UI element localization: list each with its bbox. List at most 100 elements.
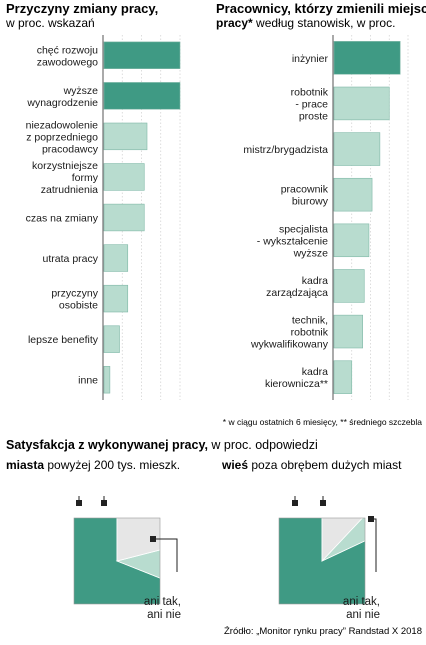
category-label: wyższe wynagrodzenie: [26, 85, 98, 109]
bar: [333, 269, 365, 303]
category-label-line: lepsze benefity: [28, 334, 99, 346]
pie-marker: [101, 500, 107, 506]
category-label-line: wynagrodzenie: [26, 97, 98, 109]
pie-marker: [320, 500, 326, 506]
village-pie-chart: ani tak, ani nie: [278, 496, 380, 621]
category-label-line: chęć rozwoju: [37, 44, 98, 56]
pie-label-line: ani tak,: [144, 596, 181, 608]
category-label-line: mistrz/brygadzista: [243, 144, 328, 156]
category-label: pracownik biurowy: [281, 184, 329, 208]
category-label-line: robotnik: [291, 327, 329, 339]
category-label-line: pracodawcy: [42, 143, 99, 155]
village-pie-title: wieś: [221, 458, 248, 472]
category-label-line: inżynier: [292, 53, 329, 65]
pie-marker: [292, 500, 298, 506]
pie-slice: [115, 549, 160, 579]
category-label-line: formy: [72, 172, 99, 184]
category-label: czas na zmiany: [26, 213, 99, 225]
bar: [103, 122, 148, 151]
category-label: mistrz/brygadzista: [243, 144, 328, 156]
bar: [103, 41, 181, 69]
category-label: robotnik - prace proste: [291, 86, 329, 122]
category-label-line: biurowy: [292, 196, 329, 208]
category-label-line: z poprzedniego: [26, 131, 98, 143]
category-label-line: utrata pracy: [43, 253, 99, 265]
category-label-line: wykwalifikowany: [250, 339, 329, 351]
category-label: technik, robotnik wykwalifikowany: [250, 315, 329, 351]
left-chart-title: Przyczyny zmiany pracy,: [6, 1, 158, 16]
category-label: lepsze benefity: [28, 334, 99, 346]
pie-label: ani tak, ani nie: [144, 596, 181, 621]
bar: [333, 177, 373, 212]
city-pie-subtitle: powyżej 200 tys. mieszk.: [44, 458, 180, 472]
category-label-line: kierownicza**: [265, 378, 328, 390]
bar: [103, 244, 129, 272]
satisfaction-title-rest: w proc. odpowiedzi: [208, 438, 318, 452]
pie-marker: [368, 516, 374, 522]
category-label-line: zawodowego: [37, 56, 98, 68]
bar: [333, 86, 390, 121]
pie-marker: [76, 500, 82, 506]
pie-label: ani tak, ani nie: [343, 596, 380, 621]
left-chart-subtitle: w proc. wskazań: [5, 16, 95, 30]
category-label-line: pracownik: [281, 184, 329, 196]
category-label-line: wyższe: [293, 247, 329, 259]
left-bar-chart: chęć rozwoju zawodowego wyższe wynagrodzeni…: [26, 35, 181, 400]
category-label-line: - prace: [295, 98, 328, 110]
bar: [333, 314, 363, 349]
category-label: inne: [78, 375, 98, 387]
category-label: korzystniejsze formy zatrudnienia: [32, 160, 99, 196]
right-chart-subtitle-line: pracy* według stanowisk, w proc.: [216, 16, 395, 30]
category-label-line: korzystniejsze: [32, 160, 98, 172]
category-label-line: kadra: [302, 366, 328, 378]
category-label-line: niezadowolenie: [26, 119, 99, 131]
category-label-line: zarządzająca: [266, 287, 328, 299]
category-label-line: - wykształcenie: [257, 235, 328, 247]
right-chart-title: Pracownicy, którzy zmienili miejsce: [216, 1, 426, 16]
bar: [333, 360, 353, 394]
leader-line: [156, 538, 178, 572]
satisfaction-title-bold: Satysfakcja z wykonywanej pracy,: [6, 438, 208, 452]
bar: [103, 203, 145, 232]
pie-label-line: ani nie: [147, 609, 181, 621]
pie-slice: [321, 518, 365, 562]
bar: [103, 82, 181, 110]
pie-frame: [73, 517, 161, 605]
bar: [103, 366, 111, 394]
category-label-line: proste: [299, 110, 328, 122]
leader-line: [374, 518, 377, 572]
village-pie-subtitle: poza obrębem dużych miast: [248, 458, 402, 472]
bar: [103, 284, 129, 313]
city-pie-chart: ani tak, ani nie: [73, 496, 181, 621]
bar: [103, 325, 120, 353]
category-label-line: osobiste: [59, 300, 98, 312]
village-pie-heading: wieś poza obrębem dużych miast: [221, 458, 402, 472]
pie-frame: [278, 517, 366, 605]
category-label-line: czas na zmiany: [26, 213, 99, 225]
satisfaction-title: Satysfakcja z wykonywanej pracy, w proc.…: [6, 438, 318, 452]
pie-label-line: ani nie: [346, 609, 380, 621]
category-label-line: przyczyny: [51, 288, 98, 300]
city-pie-heading: miasta powyżej 200 tys. mieszk.: [6, 458, 180, 472]
category-label: specjalista - wykształcenie wyższe: [257, 223, 328, 259]
bar: [333, 41, 401, 75]
city-pie-title: miasta: [6, 458, 44, 472]
category-label-line: wyższe: [63, 85, 99, 97]
footnote: * w ciągu ostatnich 6 miesięcy, ** średn…: [223, 417, 422, 427]
right-chart-subtitle: według stanowisk, w proc.: [253, 16, 396, 30]
pie-marker: [150, 536, 156, 542]
right-chart-title-bold: pracy*: [216, 16, 253, 30]
category-label-line: robotnik: [291, 86, 329, 98]
category-label-line: zatrudnienia: [41, 184, 98, 196]
category-label: przyczyny osobiste: [51, 288, 98, 312]
bar: [333, 132, 381, 166]
bar: [103, 163, 145, 191]
bar: [333, 223, 370, 258]
category-label-line: technik,: [292, 315, 328, 327]
category-label-line: inne: [78, 375, 98, 387]
pie-label-line: ani tak,: [343, 596, 380, 608]
category-label: kadra zarządzająca: [266, 275, 328, 299]
